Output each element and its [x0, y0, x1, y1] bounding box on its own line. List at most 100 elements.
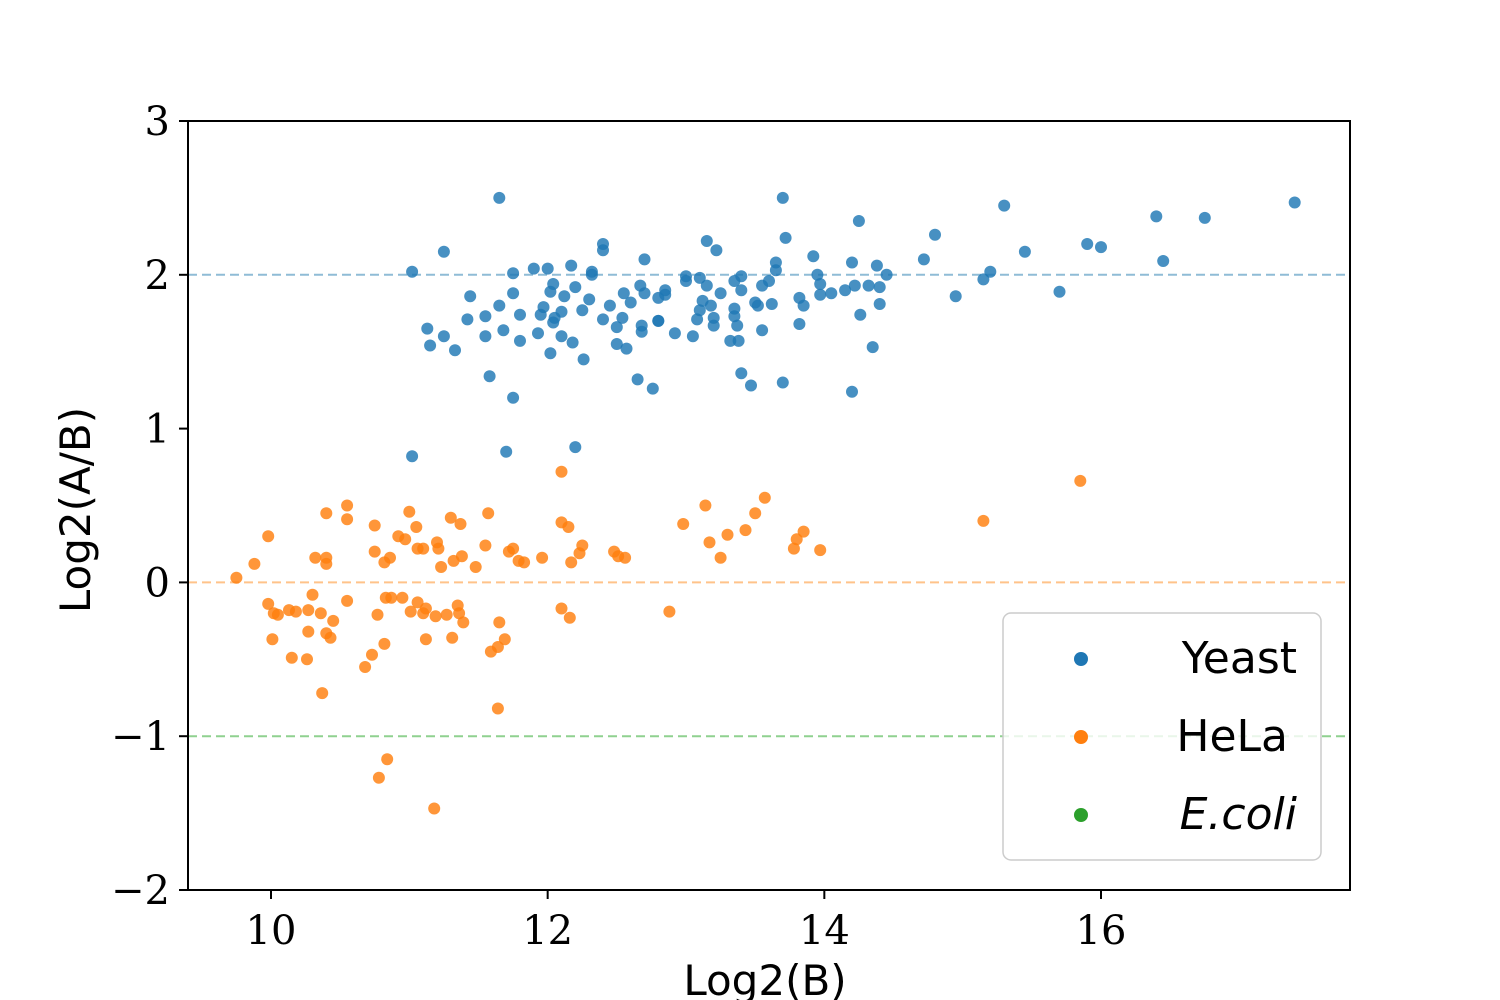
data-point-hela — [410, 521, 423, 533]
data-point-hela — [493, 616, 506, 629]
data-point-hela — [562, 521, 575, 533]
data-point-yeast — [1150, 210, 1163, 223]
data-point-yeast — [776, 376, 789, 389]
plot-frame — [187, 120, 1351, 891]
x-tick-label: 14 — [799, 908, 850, 954]
data-point-yeast — [479, 330, 492, 343]
data-point-yeast — [873, 298, 886, 310]
data-point-hela — [378, 637, 391, 650]
data-point-hela — [320, 507, 333, 520]
data-point-yeast — [565, 259, 578, 272]
data-point-hela — [368, 519, 381, 532]
data-point-yeast — [870, 259, 883, 272]
data-point-yeast — [825, 287, 838, 300]
data-point-hela — [446, 631, 459, 644]
data-point-hela — [366, 648, 378, 661]
data-point-hela — [447, 554, 460, 567]
legend-marker-yeast — [1074, 652, 1088, 666]
data-point-yeast — [707, 319, 720, 332]
data-point-yeast — [493, 299, 506, 312]
data-point-hela — [324, 631, 337, 644]
data-point-hela — [518, 556, 531, 569]
data-point-yeast — [862, 279, 875, 292]
data-point-hela — [306, 588, 319, 601]
data-point-hela — [977, 514, 990, 527]
data-point-yeast — [624, 296, 637, 309]
data-point-yeast — [507, 391, 520, 404]
data-point-yeast — [710, 244, 723, 257]
data-point-hela — [327, 614, 340, 627]
legend-marker-ecoli — [1074, 808, 1088, 822]
data-point-hela — [714, 551, 727, 564]
data-point-yeast — [532, 327, 544, 340]
data-point-yeast — [566, 336, 579, 349]
data-point-yeast — [846, 256, 858, 269]
x-axis: 10 12 14 16 — [246, 890, 1127, 954]
data-point-yeast — [1288, 196, 1301, 209]
data-point-yeast — [610, 338, 623, 350]
data-point-hela — [453, 607, 466, 620]
data-point-yeast — [814, 278, 827, 290]
y-tick-label: −2 — [111, 868, 170, 914]
data-point-hela — [619, 551, 632, 564]
data-point-hela — [381, 753, 394, 766]
data-point-yeast — [735, 284, 748, 297]
data-point-yeast — [616, 311, 629, 324]
data-point-yeast — [1018, 245, 1031, 258]
legend-marker-hela — [1074, 730, 1088, 744]
data-point-yeast — [424, 339, 437, 352]
data-point-yeast — [558, 290, 571, 303]
data-point-hela — [482, 507, 495, 520]
data-point-yeast — [854, 308, 867, 321]
data-point-hela — [536, 551, 549, 564]
data-point-hela — [379, 591, 392, 604]
data-point-yeast — [776, 191, 789, 204]
data-point-yeast — [839, 284, 852, 297]
x-tick-label: 16 — [1076, 908, 1127, 954]
data-point-yeast — [406, 450, 419, 463]
data-point-yeast — [421, 322, 434, 335]
data-point-yeast — [1095, 241, 1107, 254]
data-point-hela — [262, 597, 275, 610]
data-point-yeast — [814, 288, 827, 301]
data-point-hela — [316, 687, 329, 700]
data-point-yeast — [977, 273, 990, 286]
data-point-yeast — [635, 325, 648, 338]
data-point-yeast — [507, 267, 520, 280]
data-point-hela — [271, 608, 284, 621]
data-point-yeast — [507, 287, 520, 300]
data-point-yeast — [631, 373, 644, 386]
data-point-yeast — [569, 281, 582, 294]
data-point-yeast — [880, 268, 893, 281]
data-point-hela — [428, 802, 441, 815]
data-point-yeast — [691, 313, 704, 326]
data-point-yeast — [1053, 285, 1066, 298]
data-point-yeast — [779, 231, 792, 244]
data-point-hela — [429, 610, 442, 623]
data-point-hela — [372, 771, 385, 784]
data-point-hela — [498, 633, 511, 646]
data-point-hela — [302, 604, 315, 617]
data-point-yeast — [464, 290, 477, 303]
data-point-hela — [677, 518, 690, 530]
data-point-yeast — [765, 298, 778, 310]
data-point-yeast — [479, 310, 492, 323]
data-point-yeast — [732, 334, 745, 347]
y-tick-label: 2 — [145, 253, 170, 299]
data-point-yeast — [668, 327, 681, 340]
data-point-hela — [309, 551, 322, 564]
data-point-hela — [479, 539, 492, 552]
data-point-yeast — [544, 347, 557, 360]
data-point-yeast — [577, 353, 590, 366]
data-point-hela — [399, 533, 412, 546]
data-point-yeast — [437, 330, 450, 343]
legend: Yeast HeLa E.coli — [1002, 612, 1322, 861]
data-point-hela — [432, 542, 445, 555]
data-point-yeast — [497, 324, 510, 337]
data-point-hela — [749, 507, 762, 520]
data-point-hela — [787, 542, 800, 555]
data-point-yeast — [514, 334, 526, 347]
data-point-yeast — [917, 253, 930, 266]
data-point-hela — [302, 625, 315, 638]
data-point-hela — [371, 608, 384, 621]
